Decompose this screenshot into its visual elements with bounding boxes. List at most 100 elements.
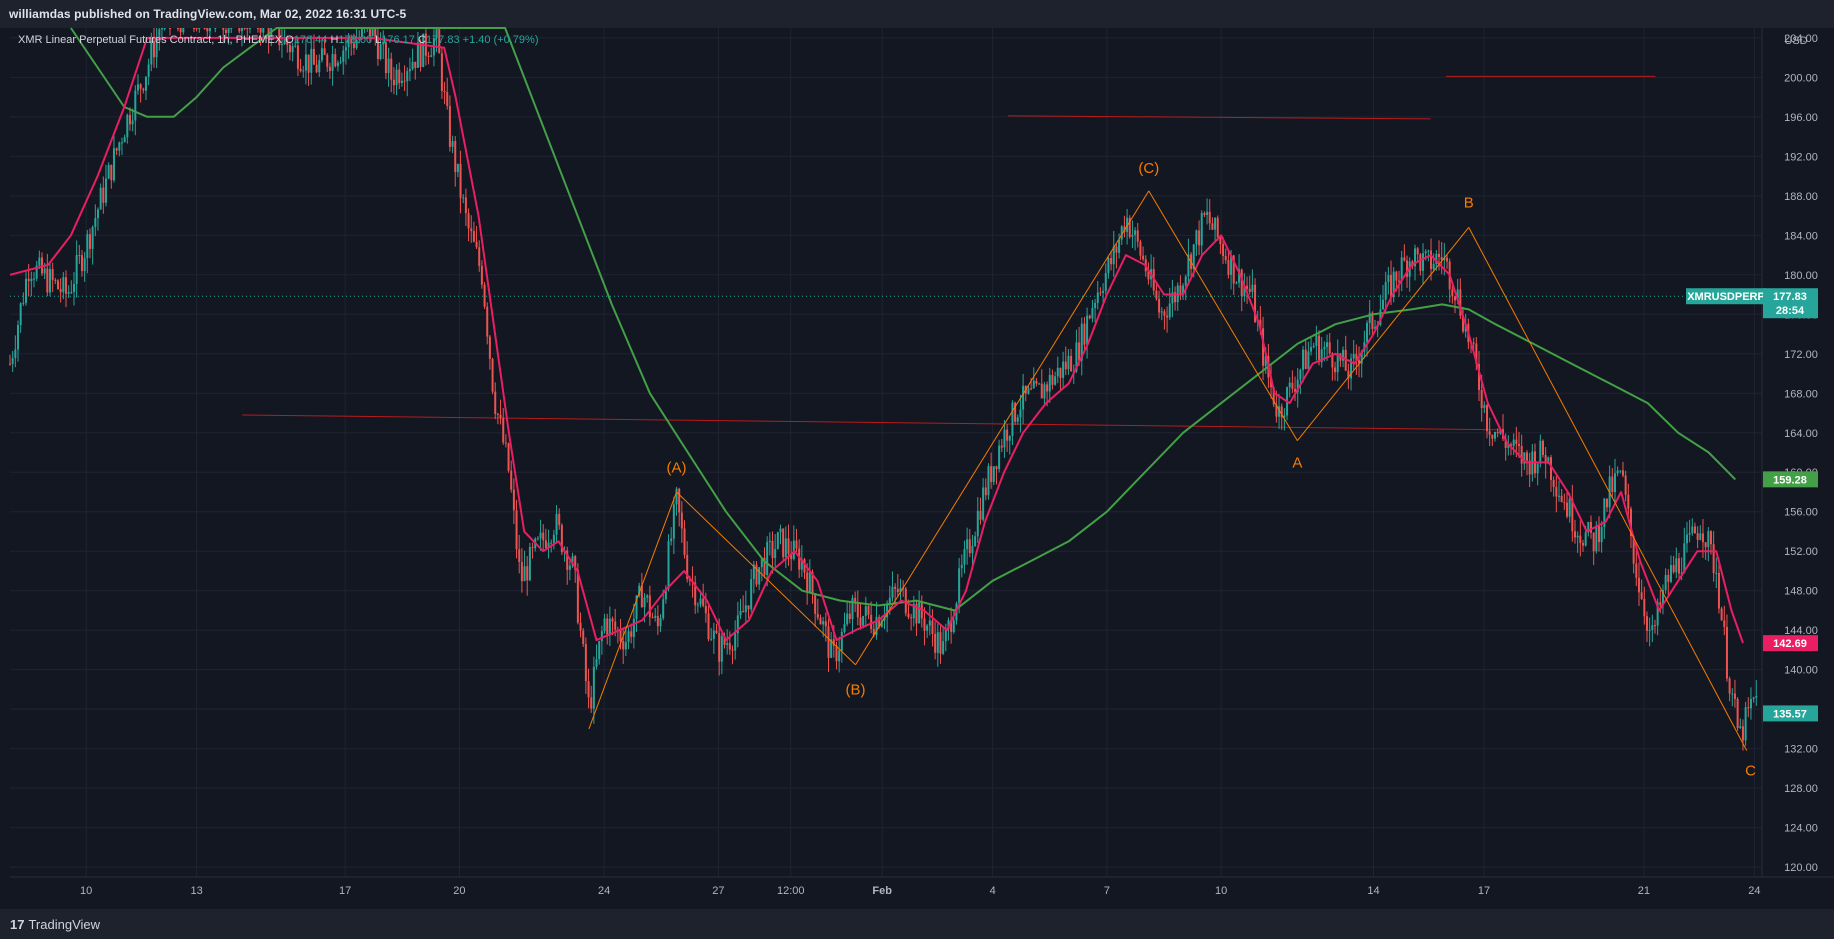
time-tick-label: 10 [80,885,92,897]
candle-body [1669,565,1672,582]
candle-body [843,624,846,633]
price-tag-value: 159.28 [1773,474,1807,486]
candle-body [1406,260,1409,277]
candle-body [968,539,971,554]
candle-body [427,55,430,57]
candle-body [1504,438,1507,448]
candle-body [1187,254,1190,277]
candle-body [726,643,729,645]
candle-body [1147,271,1150,280]
price-tick-label: 192.00 [1784,151,1818,163]
candle-body [1022,385,1025,410]
tradingview-logo[interactable]: 17 TradingView [10,917,100,932]
symbol-name[interactable]: XMR Linear Perpetual Futures Contract, 1… [18,34,283,46]
candle-body [1704,542,1707,548]
time-axis[interactable]: 10 13 17 20 24 27 12:00 Feb 4 7 10 14 17 21 24 [80,885,1760,897]
candle-body [758,567,761,585]
candle-body [875,617,878,636]
candle-body [976,510,979,537]
candle-body [1118,239,1121,253]
candle-body [1230,255,1233,275]
candle-body [1032,380,1035,389]
candle-body [862,615,865,626]
candle-body [1749,698,1752,709]
candle-body [336,62,339,67]
candle-body [1171,292,1174,304]
candle-body [160,28,163,30]
candle-body [1203,213,1206,216]
candle-body [670,538,673,542]
candle-body [1064,361,1067,370]
candle-body [856,603,859,618]
candle-body [598,641,601,660]
candle-body [1683,543,1686,573]
candle-body [928,620,931,626]
candle-body [1510,444,1513,446]
candle-body [1094,302,1097,308]
time-tick-label: 24 [598,885,610,897]
candle-body [1595,525,1598,552]
candle-body [779,528,782,533]
candle-body [198,28,201,29]
candle-body [510,470,513,490]
candle-body [1542,440,1544,455]
candle-body [1688,533,1691,535]
candle-body [278,28,281,45]
candle-body [974,536,977,546]
candle-body [320,48,323,61]
candle-body [846,613,849,625]
candle-body [1112,246,1115,265]
candle-body [315,64,318,73]
candle-body [896,588,899,593]
candle-body [979,510,982,520]
candle-body [1120,226,1123,240]
candle-body [1744,707,1747,741]
candle-body [915,603,918,624]
candle-body [38,257,41,266]
price-chart[interactable]: (A)(B)(C)ABC 120.00124.00128.00132.00136… [0,0,1834,909]
candle-body [750,579,753,610]
candle-body [958,568,961,604]
candle-body [1291,382,1294,389]
candle-body [1733,693,1736,699]
candle-body [883,617,886,621]
candle-body [1331,353,1334,368]
candle-body [22,302,25,304]
candle-body [299,68,302,71]
candle-body [584,644,587,682]
candle-body [408,69,411,72]
candle-body [632,618,635,637]
candle-body [304,54,307,71]
candle-body [283,37,286,45]
candle-body [952,620,955,633]
candle-body [1344,349,1347,371]
candle-body [1232,255,1235,284]
candle-body [1741,726,1744,741]
candle-body [1208,211,1211,224]
candle-body [1680,572,1683,574]
candle-body [435,28,438,39]
candle-body [240,28,243,32]
symbol-tag-background [1686,288,1766,305]
candle-body [1206,211,1209,216]
candle-body [371,28,374,37]
candle-body [835,645,838,662]
candle-body [662,599,665,619]
high-label: H [330,34,339,46]
candle-body [1254,284,1257,323]
candle-body [614,621,617,630]
footer-bar: 17 TradingView [0,909,1834,939]
candle-body [1723,620,1726,628]
candle-body [1661,590,1664,606]
candle-body [1627,494,1630,509]
candle-body [1248,288,1251,292]
candle-body [606,618,609,635]
candle-body [1387,275,1390,283]
candle-body [944,629,947,642]
candle-body [1675,558,1678,573]
candle-body [1635,563,1638,578]
candle-body [1526,452,1529,461]
candle-body [1238,269,1241,283]
candle-body [91,226,94,249]
candle-body [182,28,185,33]
